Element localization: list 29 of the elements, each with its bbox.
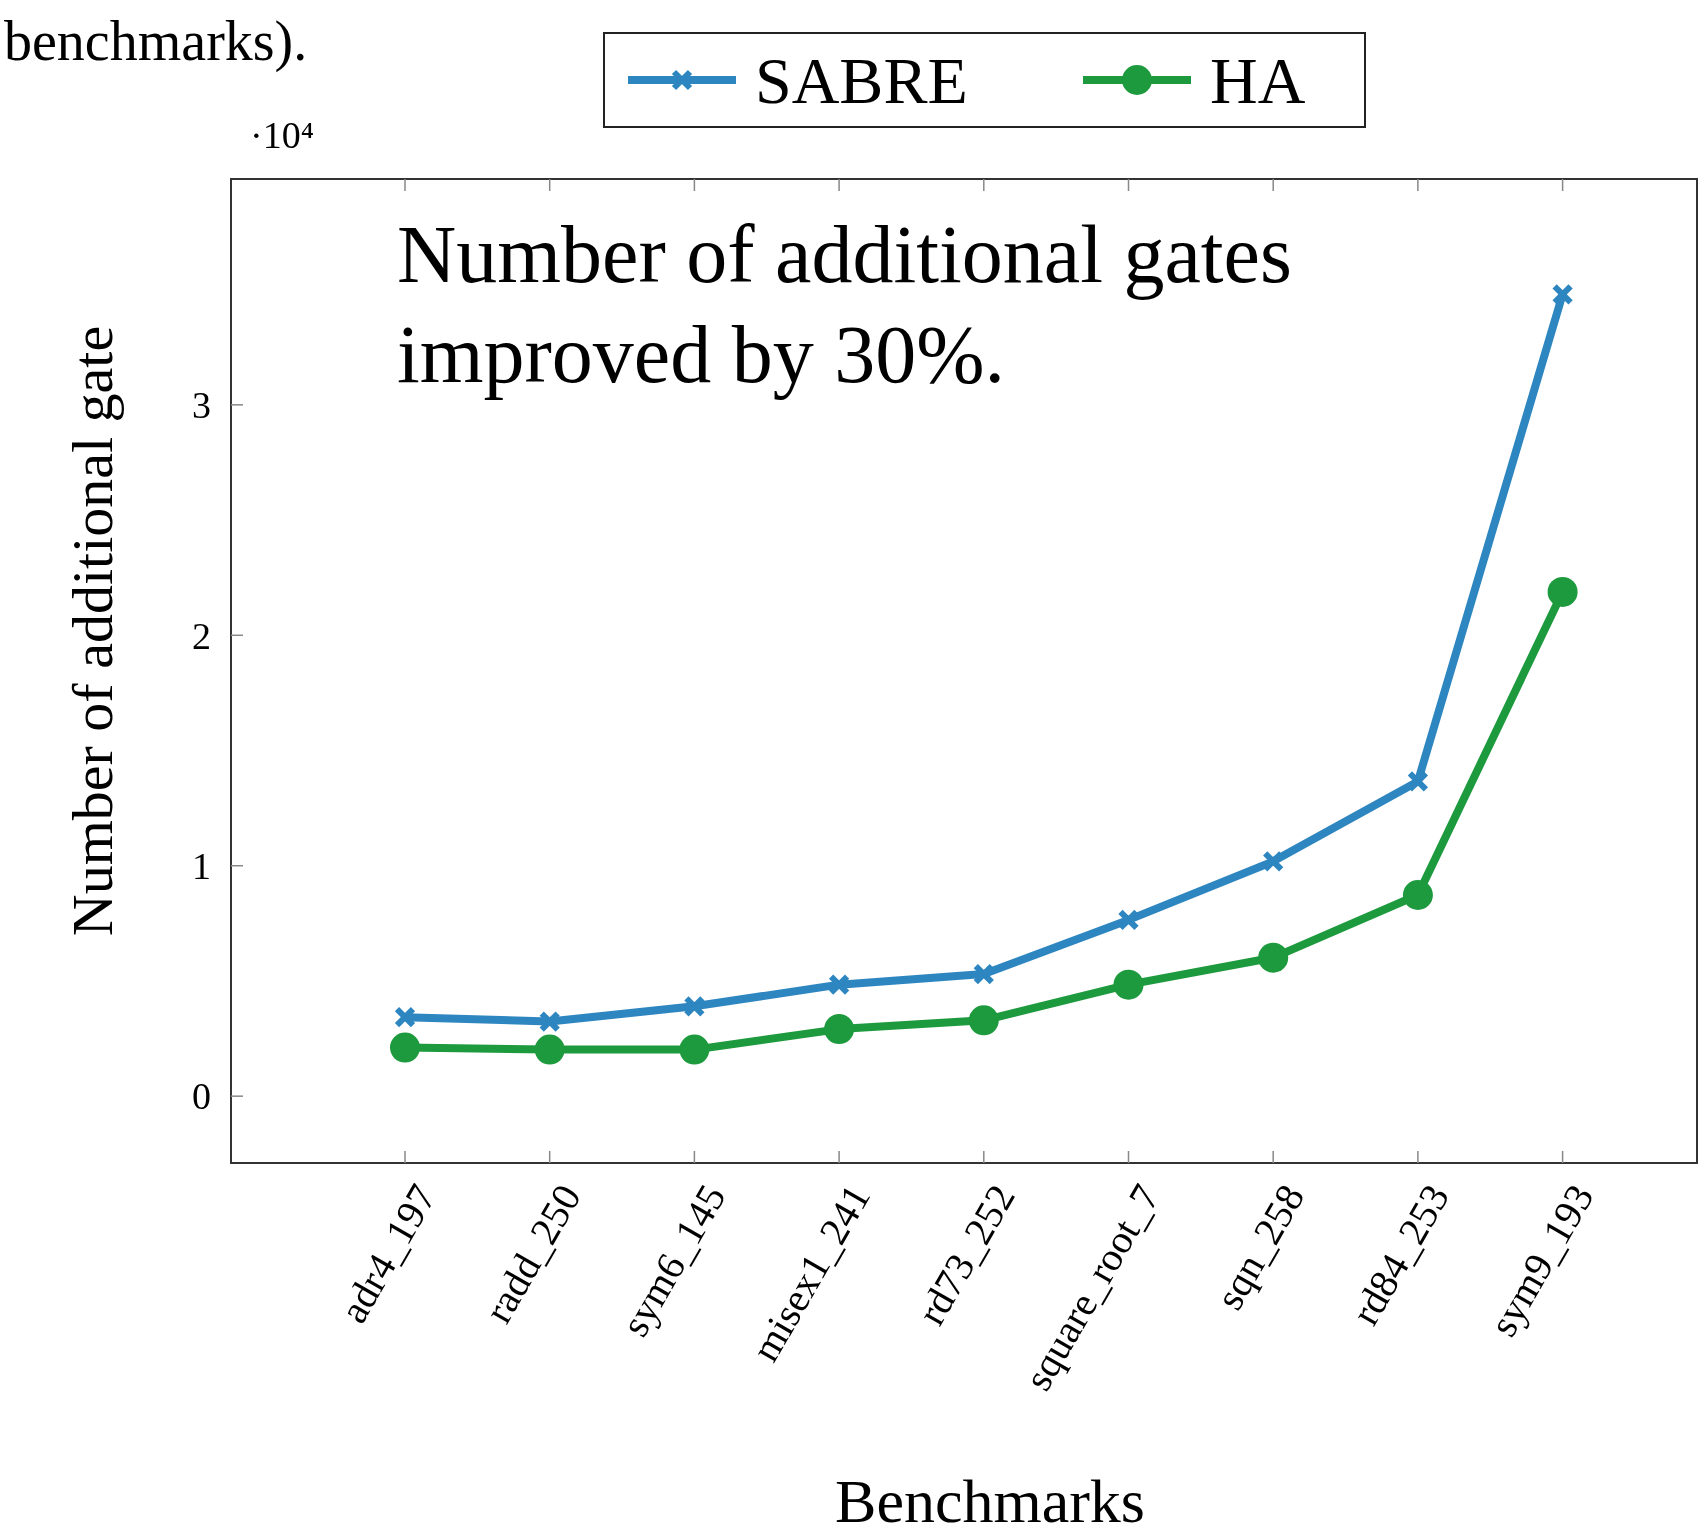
point [1551,283,1574,306]
point [679,1034,710,1065]
y-tick-label: 3 [192,384,211,427]
text: benchmarks). [4,10,308,73]
point [968,1005,999,1036]
point [828,973,851,996]
point [1113,969,1144,1000]
legend-label: HA [1210,44,1306,118]
point [824,1014,855,1045]
point [972,963,995,986]
point [390,1032,420,1063]
point [1547,576,1578,607]
y-tick-label: 1 [192,845,211,888]
point [1402,879,1433,910]
text: ·10⁴ [250,114,314,156]
point [1258,942,1289,973]
x-axis-title: Benchmarks [835,1467,1145,1530]
point [1406,770,1429,793]
point [1262,850,1285,873]
point [538,1010,561,1033]
legend-label: SABRE [755,44,968,118]
point [683,995,706,1018]
y-tick-label: 2 [192,614,211,657]
y-axis-title: Number of additional gate [60,325,125,937]
y-tick-label: 0 [192,1075,211,1118]
annotation: Number of additional gates improved by 30%. [397,209,1292,400]
point [394,1006,416,1029]
point [1117,908,1140,931]
point [534,1034,565,1065]
